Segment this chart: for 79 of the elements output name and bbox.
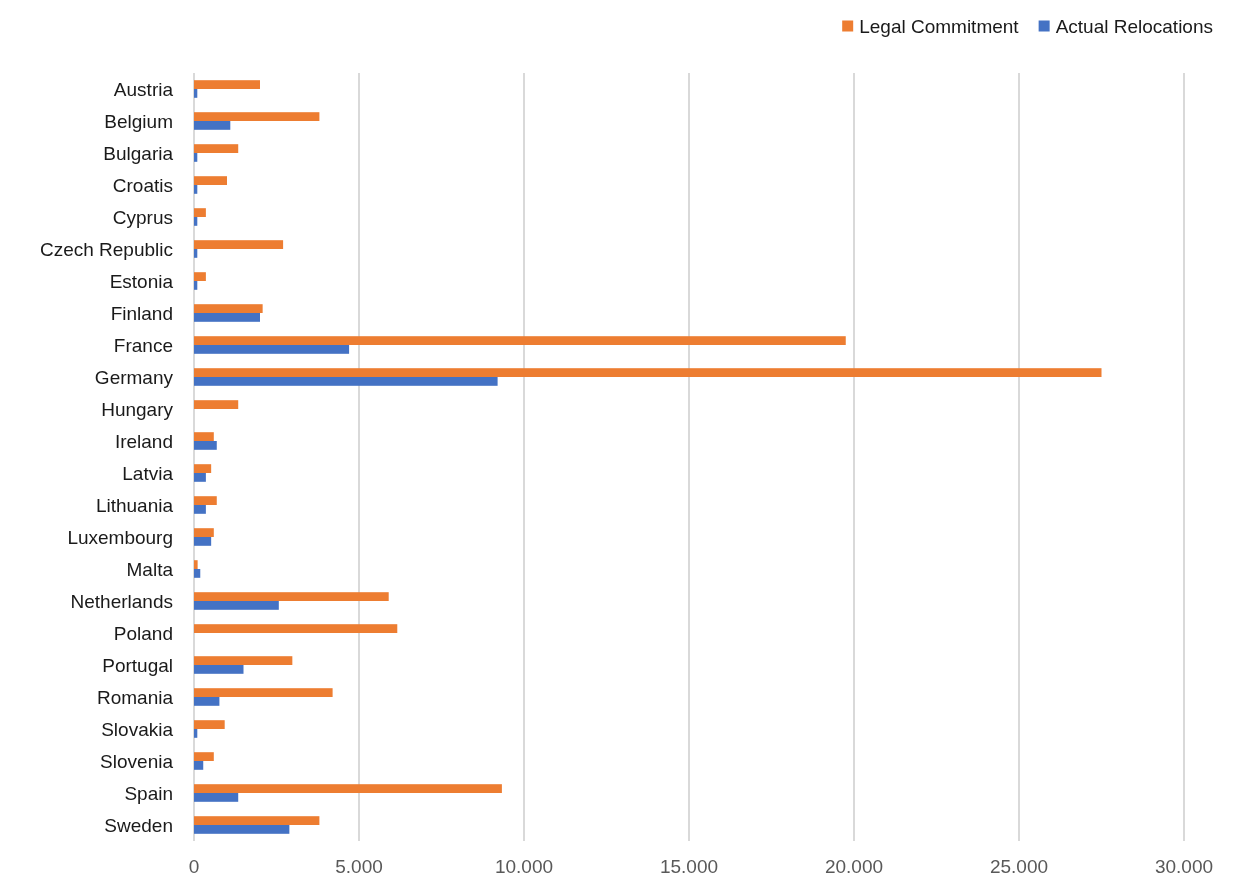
y-tick-label: Cyprus — [112, 206, 173, 228]
y-tick-label: Czech Republic — [39, 238, 173, 260]
y-tick-label: Austria — [113, 78, 174, 100]
y-tick-label: Germany — [94, 366, 174, 388]
bar — [194, 825, 290, 834]
bar — [194, 281, 198, 290]
x-tick-label: 20.000 — [824, 855, 884, 877]
legend-label: Legal Commitment — [859, 15, 1020, 37]
bar — [194, 345, 350, 354]
bar — [194, 432, 214, 441]
y-tick-label: Slovakia — [101, 718, 174, 740]
y-tick-label: Slovenia — [100, 750, 174, 772]
bar — [194, 217, 198, 226]
y-tick-label: Latvia — [122, 462, 174, 484]
bar — [194, 688, 333, 697]
bar — [194, 377, 498, 386]
y-tick-label: Croatis — [112, 174, 173, 196]
bar — [194, 272, 206, 281]
bar — [194, 761, 204, 770]
bar — [194, 784, 502, 793]
y-tick-label: Estonia — [109, 270, 174, 292]
legend-label: Actual Relocations — [1055, 15, 1214, 37]
x-tick-label: 25.000 — [989, 855, 1049, 877]
bar — [194, 185, 198, 194]
y-tick-label: Malta — [126, 558, 174, 580]
y-tick-label: Finland — [110, 302, 173, 324]
y-tick-label: Lithuania — [95, 494, 174, 516]
y-tick-label: Portugal — [102, 654, 173, 676]
bar — [194, 592, 389, 601]
y-tick-label: Sweden — [104, 814, 173, 836]
y-tick-label: Belgium — [104, 110, 173, 132]
y-tick-label: Romania — [96, 686, 174, 708]
x-tick-label: 15.000 — [659, 855, 719, 877]
bar — [194, 89, 198, 98]
bar — [194, 665, 244, 674]
bar — [194, 505, 206, 514]
bar — [194, 80, 260, 89]
bar — [194, 569, 201, 578]
x-tick-label: 10.000 — [494, 855, 554, 877]
bar — [194, 729, 198, 738]
bar — [194, 208, 206, 217]
y-tick-label: Bulgaria — [103, 142, 174, 164]
bar — [194, 624, 398, 633]
bar — [194, 176, 227, 185]
x-tick-label: 0 — [188, 855, 200, 877]
bar — [194, 112, 320, 121]
bar — [194, 368, 1102, 377]
bar — [194, 528, 214, 537]
bar — [194, 464, 212, 473]
bar — [194, 656, 293, 665]
bar — [194, 336, 846, 345]
bar — [194, 313, 260, 322]
bar — [194, 537, 212, 546]
bar — [194, 601, 279, 610]
bar — [194, 720, 225, 729]
bar — [194, 496, 217, 505]
x-tick-label: 5.000 — [335, 855, 383, 877]
x-tick-label: 30.000 — [1154, 855, 1214, 877]
bar — [194, 249, 198, 258]
bar — [194, 304, 263, 313]
y-tick-label: France — [113, 334, 173, 356]
bar — [194, 153, 198, 162]
bar — [194, 121, 231, 130]
bar — [194, 441, 217, 450]
y-tick-label: Ireland — [114, 430, 173, 452]
bar — [194, 697, 220, 706]
bar — [194, 240, 284, 249]
y-tick-label: Poland — [113, 622, 173, 644]
bar — [194, 400, 239, 409]
bar — [194, 473, 206, 482]
bar — [194, 793, 239, 802]
bar — [194, 560, 198, 569]
bar — [194, 144, 239, 153]
y-tick-label: Netherlands — [70, 590, 173, 612]
bar — [194, 816, 320, 825]
y-tick-label: Hungary — [101, 398, 174, 420]
y-tick-label: Luxembourg — [67, 526, 173, 548]
bar — [194, 752, 214, 761]
y-tick-label: Spain — [124, 782, 173, 804]
